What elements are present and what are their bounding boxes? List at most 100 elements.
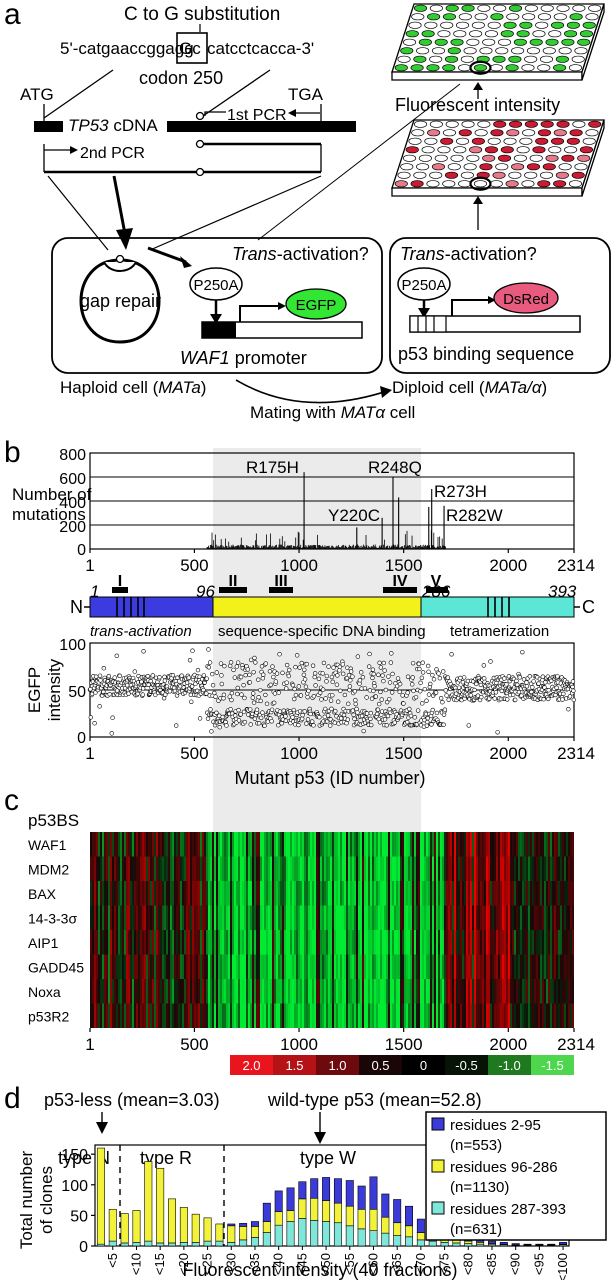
plate-well <box>424 21 438 29</box>
dsred-oval <box>493 282 559 314</box>
plate-well <box>466 154 480 162</box>
plate-well <box>524 171 538 179</box>
domain-num-393: 393 <box>548 582 577 601</box>
histogram-xtick: <85 <box>484 1253 499 1275</box>
histogram-bar <box>251 1226 259 1238</box>
plate-well <box>410 180 424 188</box>
conserved-box-v: V <box>431 573 442 590</box>
plate-well <box>535 137 549 145</box>
plate-well <box>558 47 572 55</box>
hotspot-r248q: R248Q <box>368 458 422 477</box>
histogram-bar <box>416 1239 425 1247</box>
plate-well <box>553 129 567 137</box>
domain-dna-binding-label: sequence-specific DNA binding <box>218 623 426 640</box>
histogram-bar <box>345 1225 354 1247</box>
plate-well <box>582 21 596 29</box>
histogram-xtick: <80 <box>460 1253 475 1275</box>
plate-well <box>568 180 583 188</box>
histogram-xtick: <50 <box>318 1253 333 1275</box>
panel-a: a C to G substitution 5'-catgaaccggagg G… <box>4 0 611 422</box>
xtick-label: 2000 <box>489 1035 527 1054</box>
xtick-label: 2000 <box>489 744 527 763</box>
histogram-bar <box>108 1208 117 1242</box>
plate-well <box>458 129 472 137</box>
histogram-xtick: <55 <box>342 1253 357 1275</box>
histogram-bar <box>168 1242 176 1247</box>
histogram-bar <box>310 1219 319 1247</box>
legend-2-line-1: residues 96-286 <box>450 1159 558 1176</box>
plate-well <box>545 154 559 162</box>
scale-label: 1.5 <box>285 1058 303 1073</box>
plate-well <box>553 13 567 21</box>
plate-well <box>579 146 594 154</box>
plate-well <box>479 163 493 171</box>
plate-well <box>532 146 546 154</box>
legend-1-line-1: residues 2-95 <box>450 1117 541 1134</box>
plate-well <box>529 154 543 162</box>
histogram-bar <box>511 1243 520 1246</box>
haploid-label: Haploid cell (MATa) <box>60 378 206 397</box>
plate-well <box>397 171 411 179</box>
hotspot-r273h: R273H <box>434 482 487 501</box>
heatmap-row-label: p53R2 <box>28 1009 69 1025</box>
plate-well <box>484 30 499 38</box>
histogram-bar <box>535 1243 544 1246</box>
plate-well <box>445 120 459 128</box>
plate-well <box>490 13 504 21</box>
trans-activation-question-2: Trans-activation? <box>400 244 537 264</box>
plate-well <box>489 64 503 72</box>
histogram-bar <box>322 1200 331 1222</box>
c-terminus: C <box>582 597 595 617</box>
plate-well <box>426 64 440 72</box>
egfp-ytick-50: 50 <box>68 684 86 701</box>
histogram-bar <box>108 1240 117 1247</box>
scale-swatch <box>230 1055 273 1075</box>
dsred-label: DsRed <box>503 291 549 308</box>
plate-well <box>524 120 538 128</box>
mutation-bars <box>206 472 446 549</box>
plate-well <box>542 163 556 171</box>
plate-well <box>537 64 551 72</box>
histogram-bar <box>333 1178 342 1204</box>
histogram-bar <box>298 1198 307 1219</box>
plate-well <box>487 21 501 29</box>
xtick-label: 1000 <box>280 1035 318 1054</box>
plate-well <box>574 163 588 171</box>
plate-well <box>458 13 472 21</box>
plate-well <box>426 180 440 188</box>
histogram-xlabel: Fluorescent intensity (40 fractions) <box>182 1260 457 1280</box>
plate-well <box>429 4 443 12</box>
histogram-bar <box>499 1242 508 1245</box>
p53bs-title: p53BS <box>28 811 79 830</box>
plate-well <box>577 38 591 46</box>
histogram-bar <box>96 1147 105 1245</box>
histogram-bar <box>262 1202 271 1222</box>
xtick-label: 1500 <box>385 556 423 575</box>
plate-well <box>431 47 446 55</box>
plate-well <box>495 163 509 171</box>
mutant-xlabel: Mutant p53 (ID number) <box>234 768 425 788</box>
xtick-label: 1500 <box>385 1035 423 1054</box>
plate-well <box>471 21 485 29</box>
histogram-xtick: <20 <box>176 1253 191 1275</box>
heatmap-xticks: 1 500 1000 1500 2000 2314 <box>85 1028 595 1054</box>
plate-well <box>469 146 483 154</box>
plate-well <box>555 171 569 179</box>
plate-well <box>408 21 422 29</box>
histogram-bar <box>381 1232 390 1247</box>
plate-well <box>477 4 491 12</box>
plate-well <box>524 4 538 12</box>
mut-ytick-0: 0 <box>77 542 86 559</box>
egfp-ytick-0: 0 <box>77 730 86 747</box>
plate-well <box>444 171 459 179</box>
plate-well <box>550 21 565 29</box>
plate-well <box>474 13 488 21</box>
p53-less-label: p53-less (mean=3.03) <box>44 1090 220 1110</box>
histogram-yticks: 150 100 50 0 <box>61 1147 95 1256</box>
plate-well <box>568 64 583 72</box>
trans-activation-question-1: Trans-activation? <box>232 244 369 264</box>
xtick-label: 2314 <box>557 1035 595 1054</box>
heatmap-row-label: 14-3-3σ <box>28 911 77 927</box>
plate-well <box>564 30 578 38</box>
plate-well <box>442 129 457 137</box>
